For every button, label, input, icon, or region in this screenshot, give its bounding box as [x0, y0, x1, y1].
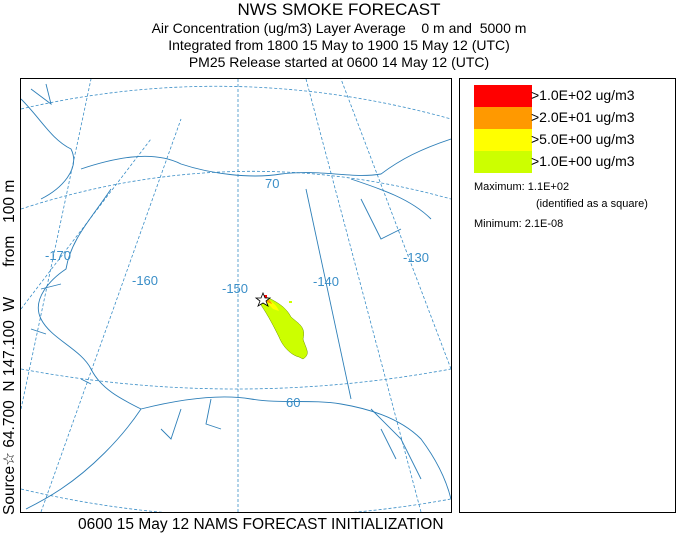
legend-label: >1.0E+02 ug/m3 [531, 87, 635, 103]
legend-label: >1.0E+00 ug/m3 [531, 153, 635, 169]
canada-border [305, 188, 352, 400]
lon-label-140: -140 [313, 274, 339, 289]
legend-swatch [474, 85, 532, 107]
smoke-plume [260, 295, 308, 360]
lon-label-170: -170 [45, 248, 71, 263]
lon-label-150: -150 [222, 281, 248, 296]
lat-line-55 [21, 488, 451, 512]
lat-line-60 [21, 368, 451, 390]
plume-1ug [260, 295, 308, 360]
legend-panel: >1.0E+02 ug/m3 >2.0E+01 ug/m3 >5.0E+00 u… [459, 78, 676, 513]
legend-label: >2.0E+01 ug/m3 [531, 109, 635, 125]
legend-label: >5.0E+00 ug/m3 [531, 131, 635, 147]
arctic-coast [80, 138, 451, 177]
lat-line-70 [21, 85, 451, 120]
minimum-value: Minimum: 2.1E-08 [474, 218, 564, 230]
east-russia [30, 83, 52, 106]
release-start: PM25 Release started at 0600 14 May 12 (… [188, 54, 490, 70]
lon-label-160: -160 [132, 273, 158, 288]
lon-line-140 [305, 79, 422, 512]
kenai [160, 398, 222, 440]
southern-coast [140, 396, 451, 500]
western-alaska [37, 188, 142, 410]
lon-label-130: -130 [403, 250, 429, 265]
coord-labels: 70 60 -170 -160 -150 -140 -130 [45, 176, 429, 410]
source-location-label: Source☆ 64.700 N 147.100 W from 100 m [0, 80, 20, 515]
latitude-lines [21, 85, 451, 512]
chukotka-coast [21, 98, 75, 200]
plume-speck [289, 301, 292, 303]
forecast-initialization: 0600 15 May 12 NAMS FORECAST INITIALIZAT… [78, 516, 444, 533]
lat-label-60: 60 [286, 395, 300, 410]
concentration-subtitle: Air Concentration (ug/m3) Layer Average … [151, 20, 527, 36]
smoke-map: 70 60 -170 -160 -150 -140 -130 [20, 78, 452, 513]
lon-line-130 [340, 79, 451, 370]
legend-entry: >2.0E+01 ug/m3 [474, 107, 664, 129]
canadian-arctic [350, 178, 432, 240]
source-location-text: Source☆ 64.700 N 147.100 W from 100 m [1, 179, 18, 515]
legend-swatch [474, 129, 532, 151]
alaska-peninsula [25, 408, 142, 510]
maximum-note: (identified as a square) [536, 198, 648, 210]
maximum-value: Maximum: 1.1E+02 [474, 181, 570, 193]
legend-swatch [474, 151, 532, 173]
legend-entry: >1.0E+00 ug/m3 [474, 151, 664, 173]
lat-label-70: 70 [265, 176, 279, 191]
lon-line-180 [21, 79, 92, 410]
bering-islands [30, 283, 92, 385]
lat-line-70b [21, 170, 451, 210]
star-icon [254, 291, 272, 307]
legend-entry: >5.0E+00 ug/m3 [474, 129, 664, 151]
lon-line-160 [40, 118, 182, 512]
coastlines [21, 83, 451, 510]
legend-entry: >1.0E+02 ug/m3 [474, 85, 664, 107]
panhandle [370, 408, 422, 480]
map-canvas: 70 60 -170 -160 -150 -140 -130 [21, 79, 451, 512]
legend-swatch [474, 107, 532, 129]
forecast-title: NWS SMOKE FORECAST [237, 0, 441, 19]
integration-period: Integrated from 1800 15 May to 1900 15 M… [168, 37, 510, 53]
